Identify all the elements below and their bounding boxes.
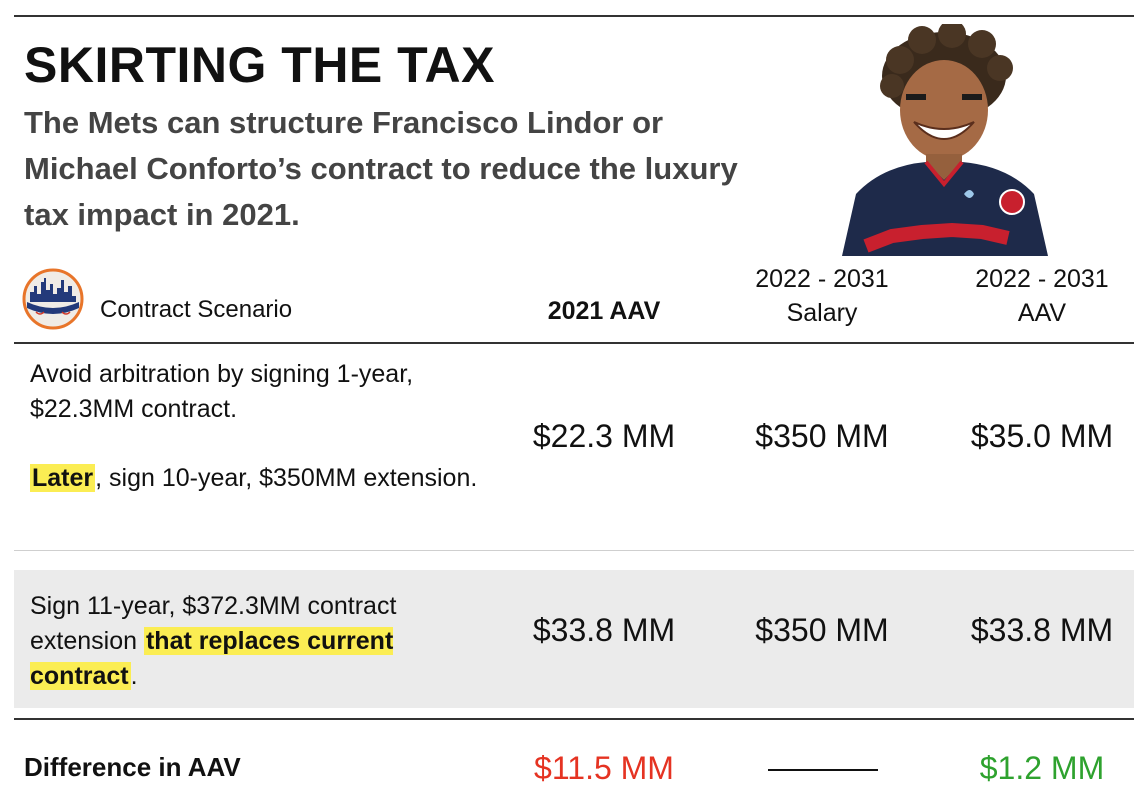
column-header-2021-aav: 2021 AAV [547,297,661,325]
table-row-1-salary: $350 MM [755,418,889,454]
top-divider [14,15,1134,17]
scenario-1-line1: Avoid arbitration by signing 1-year, $22… [30,360,414,423]
scenario-2-rest: . [130,662,138,690]
table-row-2-salary: $350 MM [755,612,889,648]
column-header-aav-line2: AAV [1017,299,1067,327]
mets-skyline-baseball-icon [22,268,84,330]
page-subtitle: The Mets can structure Francisco Lindor … [24,105,738,232]
difference-label: Difference in AAV [24,752,241,782]
scenario-2-text: Sign 11-year, $372.3MM contract extensio… [30,592,397,655]
column-header-scenario: Contract Scenario [100,296,293,323]
player-face [900,60,988,160]
column-header-aav-line1: 2022 - 2031 [975,265,1109,293]
table-row-1-scenario: Avoid arbitration by signing 1-year, $22… [30,357,490,496]
difference-salary-dash [768,769,878,771]
column-header-salary-line2: Salary [786,299,858,327]
table-row-2-aav-2022-2031: $33.8 MM [970,612,1114,648]
row-divider [14,550,1134,551]
scenario-1-line2: Later, sign 10-year, $350MM extension. [30,461,490,496]
difference-aav-2022-2031: $1.2 MM [979,750,1105,786]
jersey-wordmark [863,222,1010,253]
column-header-2022-2031-aav: 2022 - 2031 AAV [932,262,1148,330]
scenario-1-highlight: Later [30,464,96,492]
scenario-1-rest: , sign 10-year, $350MM extension. [95,464,478,492]
column-header-salary-line1: 2022 - 2031 [755,265,889,293]
player-photo [842,24,1048,256]
table-row-1-aav-2021: $22.3 MM [532,418,676,454]
table-row-2-aav-2021: $33.8 MM [532,612,676,648]
table-row-2-scenario: Sign 11-year, $372.3MM contract extensio… [30,589,450,694]
page-title: SKIRTING THE TAX [24,37,495,93]
table-row-1-aav-2022-2031: $35.0 MM [970,418,1114,454]
difference-divider [14,718,1134,720]
header-divider [14,342,1134,344]
column-header-2022-2031-salary: 2022 - 2031 Salary [712,262,932,330]
difference-aav-2021: $11.5 MM [534,750,674,786]
